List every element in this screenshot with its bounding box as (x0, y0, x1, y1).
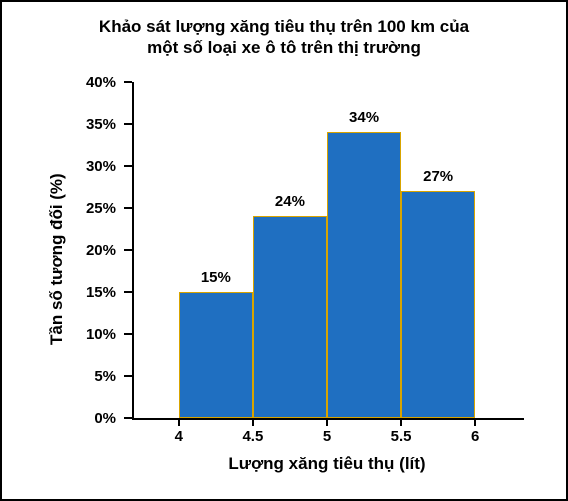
bar (401, 191, 475, 418)
x-tick-label: 6 (455, 428, 495, 445)
y-tick-mark (124, 417, 132, 419)
y-tick-label: 5% (94, 368, 116, 385)
y-tick-label: 40% (86, 74, 116, 91)
x-tick-label: 5.5 (381, 428, 421, 445)
chart-title-line2: một số loại xe ô tô trên thị trường (147, 38, 421, 57)
chart-frame: Khảo sát lượng xăng tiêu thụ trên 100 km… (0, 0, 568, 501)
x-tick-mark (400, 418, 402, 426)
bar-value-label: 24% (253, 193, 327, 210)
x-tick-mark (178, 418, 180, 426)
y-tick-label: 15% (86, 284, 116, 301)
y-tick-label: 10% (86, 326, 116, 343)
bar (179, 292, 253, 418)
x-tick-mark (252, 418, 254, 426)
y-tick-label: 20% (86, 242, 116, 259)
bar-value-label: 27% (401, 168, 475, 185)
y-tick-label: 25% (86, 200, 116, 217)
x-axis-title: Lượng xăng tiêu thụ (lít) (132, 454, 522, 474)
bar (253, 216, 327, 418)
y-tick-label: 30% (86, 158, 116, 175)
y-tick-mark (124, 375, 132, 377)
y-tick-mark (124, 123, 132, 125)
x-tick-label: 5 (307, 428, 347, 445)
bar-value-label: 15% (179, 269, 253, 286)
y-axis-title: Tần số tương đối (%) (47, 173, 67, 345)
bar (327, 132, 401, 418)
y-tick-label: 35% (86, 116, 116, 133)
chart-title: Khảo sát lượng xăng tiêu thụ trên 100 km… (2, 16, 566, 59)
y-tick-mark (124, 249, 132, 251)
x-tick-label: 4.5 (233, 428, 273, 445)
y-tick-mark (124, 333, 132, 335)
chart-title-line1: Khảo sát lượng xăng tiêu thụ trên 100 km… (99, 17, 469, 36)
y-tick-mark (124, 207, 132, 209)
y-tick-mark (124, 291, 132, 293)
x-tick-mark (326, 418, 328, 426)
y-tick-mark (124, 165, 132, 167)
bar-value-label: 34% (327, 109, 401, 126)
y-tick-mark (124, 81, 132, 83)
y-tick-label: 0% (94, 410, 116, 427)
x-tick-mark (474, 418, 476, 426)
x-tick-label: 4 (159, 428, 199, 445)
